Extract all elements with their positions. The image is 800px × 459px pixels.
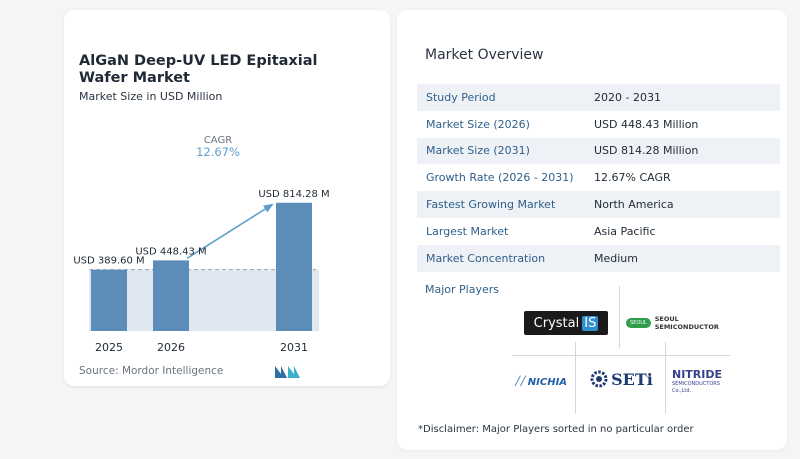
- players-divider: [619, 286, 620, 348]
- overview-title: Market Overview: [425, 47, 544, 63]
- source-note: Source: Mordor Intelligence: [79, 365, 224, 377]
- seti-text: SETi: [611, 369, 653, 389]
- cagr-value: 12.67%: [196, 145, 240, 159]
- crystal-is-logo: Crystal IS: [524, 311, 608, 335]
- overview-row-label: Study Period: [426, 90, 496, 104]
- cagr-label: CAGR: [204, 135, 232, 146]
- bar-value-label: USD 389.60 M: [73, 256, 144, 267]
- seoul-badge: SEOUL: [626, 318, 651, 328]
- overview-row: Growth Rate (2026 - 2031) 12.67% CAGR: [417, 164, 780, 191]
- crystal-is-text: IS: [582, 315, 599, 331]
- nichia-logo: ╱╱ NICHIA: [512, 373, 570, 391]
- nitride-line1: NITRIDE: [672, 368, 723, 381]
- overview-row-value: 2020 - 2031: [594, 90, 661, 104]
- seoul-semiconductor-logo: SEOUL SEOUL SEMICONDUCTOR: [626, 315, 726, 331]
- overview-table: Study Period 2020 - 2031 Market Size (2026…: [417, 84, 780, 272]
- overview-row-label: Market Size (2031): [426, 144, 530, 158]
- x-tick-label: 2026: [157, 341, 185, 354]
- cagr-arrowhead: [263, 203, 274, 213]
- seti-logo: SETi: [586, 364, 656, 394]
- bar-value-label: USD 448.43 M: [135, 246, 206, 257]
- players-divider: [512, 355, 730, 356]
- overview-row-label: Fastest Growing Market: [426, 198, 556, 212]
- overview-row-value: USD 448.43 Million: [594, 117, 699, 131]
- bar-2025: [91, 269, 127, 331]
- players-divider: [575, 342, 576, 414]
- nichia-mark-icon: ╱╱: [514, 377, 526, 387]
- overview-row: Study Period 2020 - 2031: [417, 84, 780, 111]
- overview-row-label: Market Size (2026): [426, 117, 530, 131]
- nitride-line2: SEMICONDUCTORS: [672, 381, 720, 387]
- overview-row-value: Asia Pacific: [594, 224, 656, 238]
- overview-row: Market Concentration Medium: [417, 244, 780, 272]
- bar-value-label: USD 814.28 M: [258, 189, 329, 200]
- cagr-arrow: [186, 204, 273, 260]
- overview-row-value: 12.67% CAGR: [594, 171, 671, 185]
- seti-gear-icon: [590, 370, 608, 388]
- bar-2031: [276, 202, 312, 331]
- players-title: Major Players: [425, 283, 499, 296]
- players-divider: [665, 342, 666, 414]
- overview-row: Market Size (2031) USD 814.28 Million: [417, 137, 780, 165]
- x-tick-label: 2031: [280, 341, 308, 354]
- overview-row-label: Growth Rate (2026 - 2031): [426, 171, 574, 185]
- overview-row-value: USD 814.28 Million: [594, 144, 699, 158]
- overview-row-label: Largest Market: [426, 224, 509, 238]
- overview-row-value: Medium: [594, 251, 638, 265]
- bar-2026: [153, 260, 189, 331]
- overview-row: Fastest Growing Market North America: [417, 191, 780, 218]
- overview-row: Largest Market Asia Pacific: [417, 218, 780, 245]
- x-tick-label: 2025: [95, 341, 123, 354]
- nichia-text: NICHIA: [527, 376, 568, 388]
- nitride-semiconductors-logo: NITRIDE SEMICONDUCTORS Co.,Ltd.: [672, 364, 724, 400]
- overview-row: Market Size (2026) USD 448.43 Million: [417, 111, 780, 138]
- seoul-text: SEOUL SEMICONDUCTOR: [654, 315, 719, 331]
- overview-row-label: Market Concentration: [426, 251, 546, 265]
- nitride-line3: Co.,Ltd.: [672, 388, 692, 394]
- chart-title: AlGaN Deep-UV LED Epitaxial Wafer Market: [79, 53, 318, 86]
- mordor-logo: [274, 364, 302, 383]
- chart-subtitle: Market Size in USD Million: [79, 90, 223, 103]
- crystal-is-text: Crystal: [533, 315, 580, 331]
- overview-row-value: North America: [594, 198, 674, 212]
- disclaimer: *Disclaimer: Major Players sorted in no …: [418, 424, 694, 435]
- bar-chart: CAGR 12.67% USD 389.60 M 2025 USD 448.43 M…: [73, 135, 329, 354]
